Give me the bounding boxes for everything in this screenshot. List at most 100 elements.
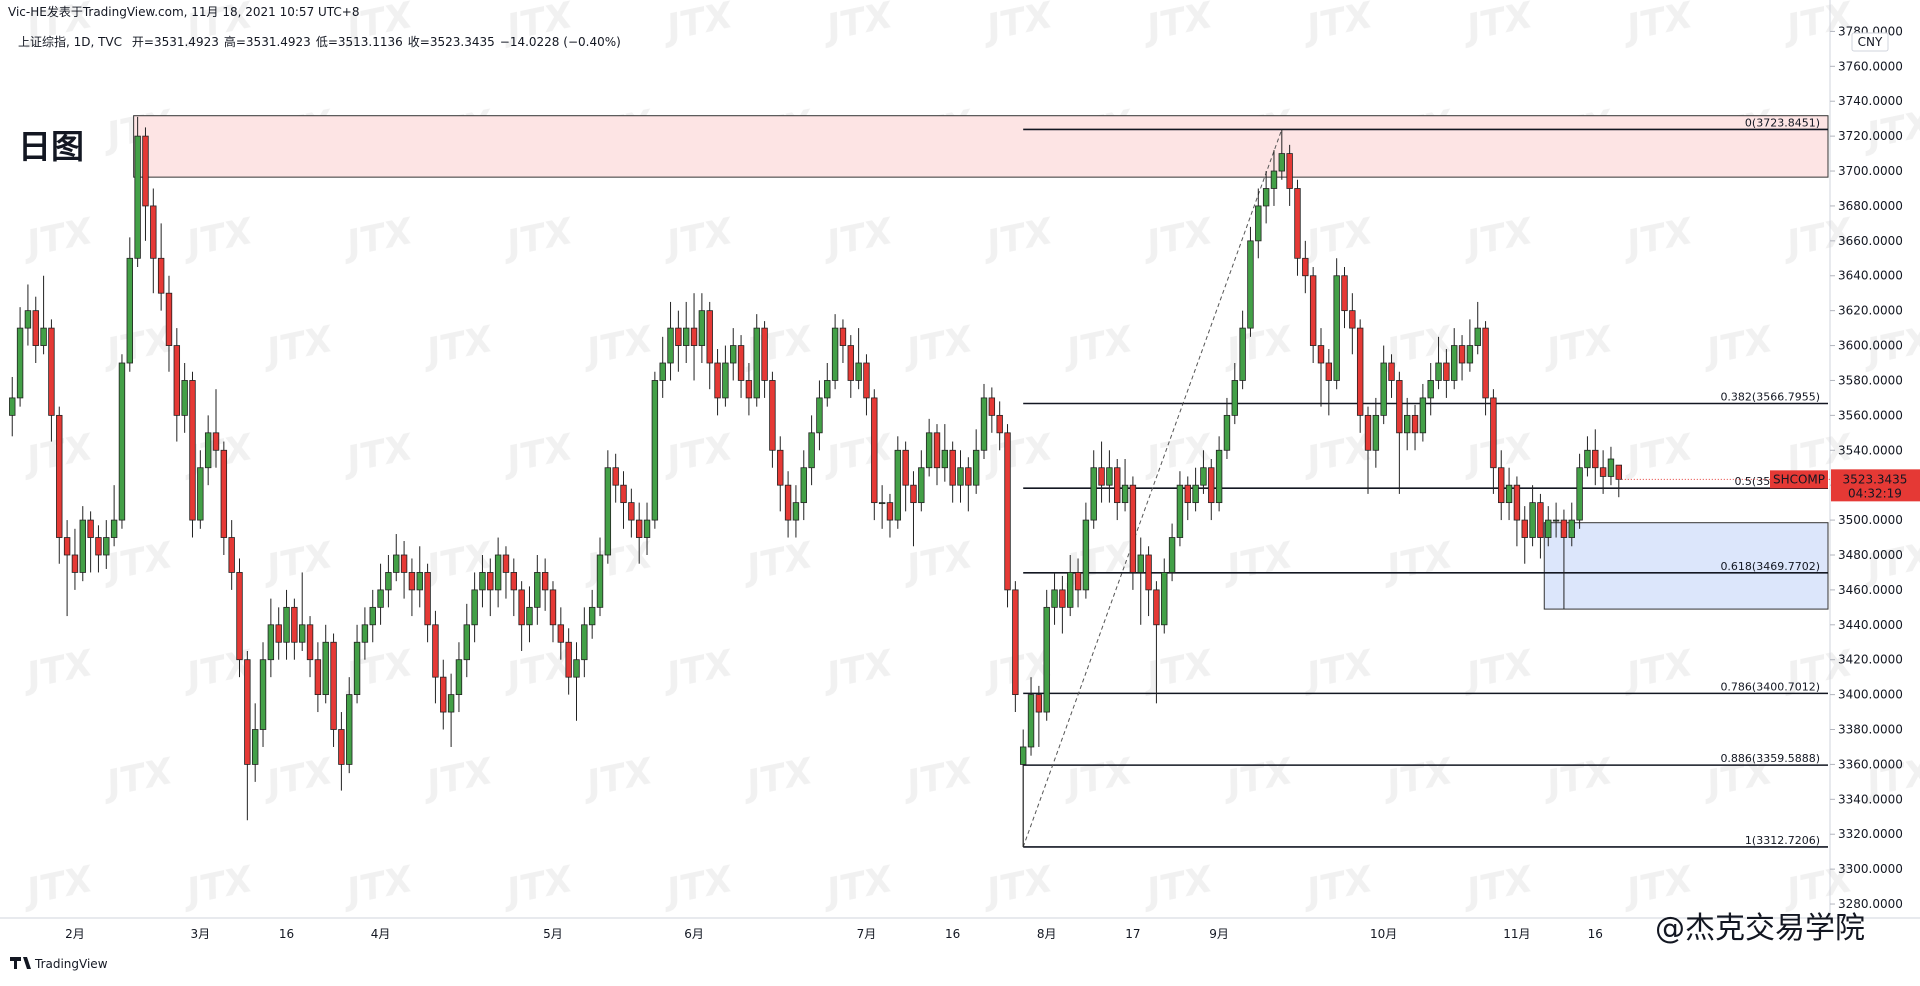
y-tick-label: 3360.0000 bbox=[1838, 757, 1903, 771]
candle-body bbox=[714, 362, 721, 399]
candle-body bbox=[1545, 519, 1552, 538]
candle-body bbox=[651, 380, 659, 521]
candle-body bbox=[690, 327, 698, 346]
candle-body bbox=[777, 449, 784, 486]
candle-body bbox=[518, 589, 525, 626]
candle-body bbox=[1388, 362, 1395, 381]
candle-body bbox=[1067, 572, 1074, 608]
candle-body bbox=[1309, 275, 1317, 346]
legend-label: 高= bbox=[224, 34, 246, 49]
candle-body bbox=[1513, 484, 1521, 521]
candle-body bbox=[1427, 380, 1434, 399]
candle-body bbox=[157, 257, 165, 294]
candle-body bbox=[267, 624, 275, 661]
candle-body bbox=[596, 554, 604, 608]
candle-body bbox=[957, 467, 964, 486]
candle-body bbox=[1004, 432, 1011, 591]
candle-body bbox=[1074, 572, 1082, 591]
candle-body bbox=[1035, 694, 1043, 713]
price-tag-value: 3523.3435 bbox=[1843, 472, 1908, 486]
candle-body bbox=[56, 414, 63, 538]
candle-body bbox=[322, 641, 329, 696]
candle-body bbox=[1192, 484, 1199, 504]
candle-body bbox=[667, 327, 674, 364]
candle-body bbox=[980, 397, 988, 451]
candle-body bbox=[675, 327, 682, 346]
fib-label: 1(3312.7206) bbox=[1745, 834, 1820, 847]
candle-body bbox=[1380, 362, 1387, 416]
zone bbox=[1543, 522, 1829, 610]
candle-body bbox=[588, 606, 596, 626]
y-tick-label: 3480.0000 bbox=[1838, 548, 1903, 562]
candle-body bbox=[683, 327, 690, 346]
candle-body bbox=[1153, 589, 1160, 626]
y-tick-label: 3380.0000 bbox=[1838, 723, 1903, 737]
candle-body bbox=[526, 606, 533, 626]
candle-body bbox=[1356, 327, 1364, 416]
candle-body bbox=[1505, 484, 1513, 504]
y-tick-label: 3680.0000 bbox=[1838, 199, 1903, 213]
candle-body bbox=[1576, 467, 1583, 521]
candle-body bbox=[753, 327, 760, 399]
candle-body bbox=[847, 345, 854, 381]
candle-body bbox=[1270, 170, 1278, 189]
candle-body bbox=[878, 502, 886, 505]
candle-body bbox=[377, 589, 384, 608]
zone bbox=[133, 115, 1829, 178]
candle-body bbox=[291, 606, 298, 643]
legend-change: −14.0228 (−0.40%) bbox=[500, 35, 621, 49]
candle-body bbox=[871, 397, 878, 504]
candle-body bbox=[1419, 397, 1427, 434]
candle-body bbox=[831, 327, 839, 381]
candle-body bbox=[369, 606, 376, 626]
x-tick-label: 7月 bbox=[857, 927, 877, 941]
candle-body bbox=[455, 659, 463, 696]
x-tick-label: 17 bbox=[1125, 927, 1140, 941]
candle-body bbox=[487, 572, 494, 591]
candle-body bbox=[24, 310, 32, 329]
candle-body bbox=[1302, 257, 1309, 277]
candle-body bbox=[63, 537, 71, 556]
candle-body bbox=[1090, 467, 1097, 521]
y-tick-label: 3620.0000 bbox=[1838, 304, 1903, 318]
y-tick-label: 3340.0000 bbox=[1838, 792, 1903, 806]
candle-body bbox=[949, 449, 956, 486]
candle-body bbox=[1396, 380, 1403, 434]
candle-body bbox=[1584, 449, 1591, 469]
candle-body bbox=[1317, 345, 1325, 364]
candle-body bbox=[1560, 519, 1568, 538]
y-tick-label: 3320.0000 bbox=[1838, 827, 1903, 841]
candle-body bbox=[1121, 484, 1129, 504]
candle-body bbox=[1019, 746, 1027, 765]
candle-body bbox=[440, 676, 447, 713]
x-tick-label: 6月 bbox=[684, 927, 704, 941]
candle-body bbox=[925, 432, 933, 469]
y-tick-label: 3460.0000 bbox=[1838, 583, 1903, 597]
legend-label: 低= bbox=[316, 35, 338, 49]
candle-body bbox=[792, 502, 800, 521]
candle-body bbox=[1615, 464, 1622, 480]
candle-body bbox=[471, 589, 478, 626]
candle-body bbox=[1043, 606, 1050, 713]
candle-body bbox=[808, 432, 815, 469]
candle-body bbox=[306, 624, 314, 661]
candle-body bbox=[1161, 572, 1168, 626]
candle-body bbox=[886, 502, 894, 521]
fib-label: 0.886(3359.5888) bbox=[1720, 752, 1820, 765]
candle-body bbox=[816, 397, 823, 434]
candle-body bbox=[1552, 519, 1560, 522]
candle-body bbox=[933, 432, 941, 469]
candle-body bbox=[1059, 589, 1066, 608]
candle-body bbox=[220, 449, 228, 538]
candle-body bbox=[400, 554, 408, 573]
candle-body bbox=[110, 519, 118, 538]
x-tick-label: 4月 bbox=[371, 927, 391, 941]
legend-value: 3531.4923 bbox=[246, 35, 311, 49]
candle-body bbox=[1082, 519, 1090, 591]
candle-body bbox=[972, 449, 980, 486]
x-tick-label: 10月 bbox=[1370, 927, 1397, 941]
candle-body bbox=[338, 729, 345, 765]
candle-body bbox=[918, 467, 925, 504]
candle-body bbox=[9, 397, 16, 416]
candle-body bbox=[706, 310, 713, 364]
